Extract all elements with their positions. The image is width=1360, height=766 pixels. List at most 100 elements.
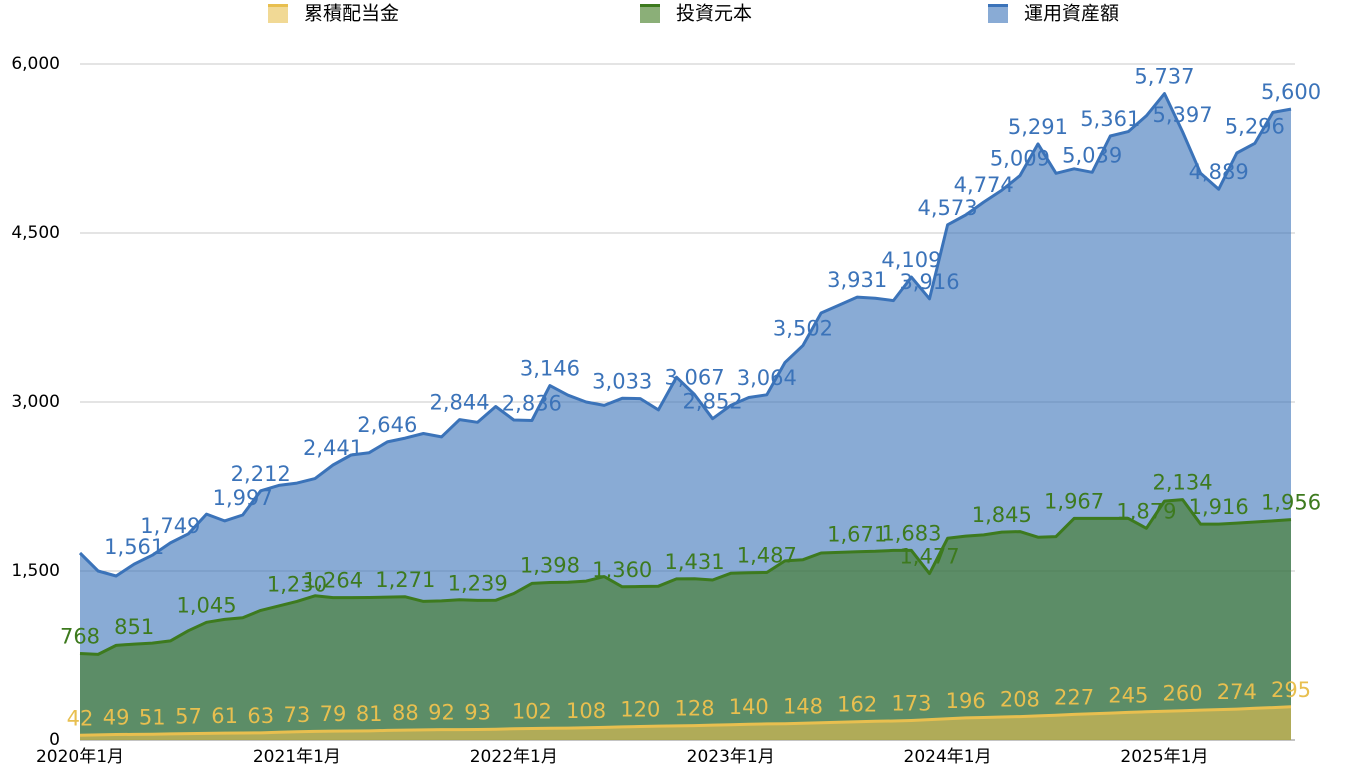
data-label: 1,671 xyxy=(827,523,887,547)
area-line xyxy=(79,498,1292,656)
data-label: 1,916 xyxy=(1189,495,1249,519)
legend-label: 累積配当金 xyxy=(304,3,399,25)
data-label: 768 xyxy=(60,624,100,648)
y-tick-label: 0 xyxy=(49,730,60,750)
legend-label: 投資元本 xyxy=(676,3,752,25)
data-label: 5,009 xyxy=(990,147,1050,171)
data-label: 1,683 xyxy=(881,521,941,545)
data-label: 79 xyxy=(320,702,347,726)
data-label: 140 xyxy=(729,695,769,719)
data-label: 51 xyxy=(139,705,166,729)
data-label: 4,109 xyxy=(881,248,941,272)
data-label: 5,296 xyxy=(1225,114,1285,138)
x-tick-label: 2021年1月 xyxy=(253,747,341,766)
data-label: 1,967 xyxy=(1044,489,1104,513)
data-label: 1,239 xyxy=(448,571,508,595)
data-label: 2,844 xyxy=(430,391,490,415)
data-label: 3,064 xyxy=(737,366,797,390)
data-label: 1,997 xyxy=(213,486,273,510)
data-label: 3,146 xyxy=(520,357,580,381)
data-label: 2,836 xyxy=(502,391,562,415)
y-tick-label: 1,500 xyxy=(11,561,60,581)
data-label: 88 xyxy=(392,701,419,725)
data-label: 57 xyxy=(175,705,202,729)
data-label: 2,212 xyxy=(231,462,291,486)
legend-label: 運用資産額 xyxy=(1024,3,1119,25)
data-label: 2,646 xyxy=(357,413,417,437)
y-tick-label: 4,500 xyxy=(11,223,60,243)
data-label: 5,361 xyxy=(1080,107,1140,131)
area-line xyxy=(79,705,1292,737)
data-label: 1,845 xyxy=(972,503,1032,527)
data-label: 120 xyxy=(620,697,660,721)
y-tick-label: 3,000 xyxy=(11,392,60,412)
data-label: 5,600 xyxy=(1261,80,1321,104)
data-label: 1,956 xyxy=(1261,491,1321,515)
data-label: 3,931 xyxy=(827,268,887,292)
legend-swatch-top xyxy=(988,4,1008,7)
x-tick-label: 2025年1月 xyxy=(1120,747,1208,766)
x-tick-label: 2020年1月 xyxy=(36,747,124,766)
data-label: 5,397 xyxy=(1152,103,1212,127)
data-label: 81 xyxy=(356,702,383,726)
data-label: 73 xyxy=(284,703,311,727)
data-label: 2,852 xyxy=(683,390,743,414)
data-label: 3,502 xyxy=(773,316,833,340)
data-label: 61 xyxy=(211,704,238,728)
data-label: 5,291 xyxy=(1008,115,1068,139)
data-label: 1,749 xyxy=(140,514,200,538)
legend-swatch-top xyxy=(268,4,288,7)
data-label: 1,879 xyxy=(1116,499,1176,523)
data-label: 227 xyxy=(1054,685,1094,709)
data-label: 93 xyxy=(464,701,491,725)
legend-swatch xyxy=(268,4,288,23)
data-label: 2,441 xyxy=(303,436,363,460)
data-label: 3,067 xyxy=(664,365,724,389)
data-label: 196 xyxy=(946,689,986,713)
data-label: 162 xyxy=(837,693,877,717)
legend-swatch xyxy=(640,4,660,23)
data-label: 108 xyxy=(566,699,606,723)
data-label: 1,271 xyxy=(375,568,435,592)
data-label: 1,431 xyxy=(664,550,724,574)
data-label: 1,045 xyxy=(176,593,236,617)
data-label: 173 xyxy=(891,692,931,716)
data-label: 63 xyxy=(247,704,274,728)
area-fill xyxy=(80,499,1291,740)
data-label: 2,134 xyxy=(1152,471,1212,495)
y-tick-label: 6,000 xyxy=(11,54,60,74)
data-label: 3,916 xyxy=(899,270,959,294)
x-tick-label: 2023年1月 xyxy=(687,747,775,766)
legend-swatch-top xyxy=(640,4,660,7)
data-label: 1,360 xyxy=(592,558,652,582)
data-label: 1,487 xyxy=(737,543,797,567)
data-label: 208 xyxy=(1000,688,1040,712)
data-label: 102 xyxy=(512,700,552,724)
data-label: 851 xyxy=(114,615,154,639)
x-tick-label: 2022年1月 xyxy=(470,747,558,766)
data-label: 1,264 xyxy=(303,569,363,593)
data-label: 4,573 xyxy=(918,196,978,220)
data-label: 1,398 xyxy=(520,553,580,577)
data-label: 5,737 xyxy=(1134,65,1194,89)
data-label: 5,039 xyxy=(1062,143,1122,167)
data-label: 1,561 xyxy=(104,535,164,559)
data-label: 1,230 xyxy=(267,572,327,596)
data-label: 128 xyxy=(674,697,714,721)
legend-swatch xyxy=(988,4,1008,23)
x-tick-label: 2024年1月 xyxy=(904,747,992,766)
data-label: 260 xyxy=(1163,682,1203,706)
data-label: 148 xyxy=(783,694,823,718)
data-label: 274 xyxy=(1217,680,1257,704)
data-label: 1,477 xyxy=(899,545,959,569)
data-label: 42 xyxy=(67,706,94,730)
data-label: 295 xyxy=(1271,678,1311,702)
data-label: 245 xyxy=(1108,683,1148,707)
data-label: 4,774 xyxy=(954,173,1014,197)
area-line xyxy=(78,92,1292,578)
data-label: 49 xyxy=(103,705,130,729)
data-label: 4,889 xyxy=(1189,160,1249,184)
data-label: 3,033 xyxy=(592,369,652,393)
